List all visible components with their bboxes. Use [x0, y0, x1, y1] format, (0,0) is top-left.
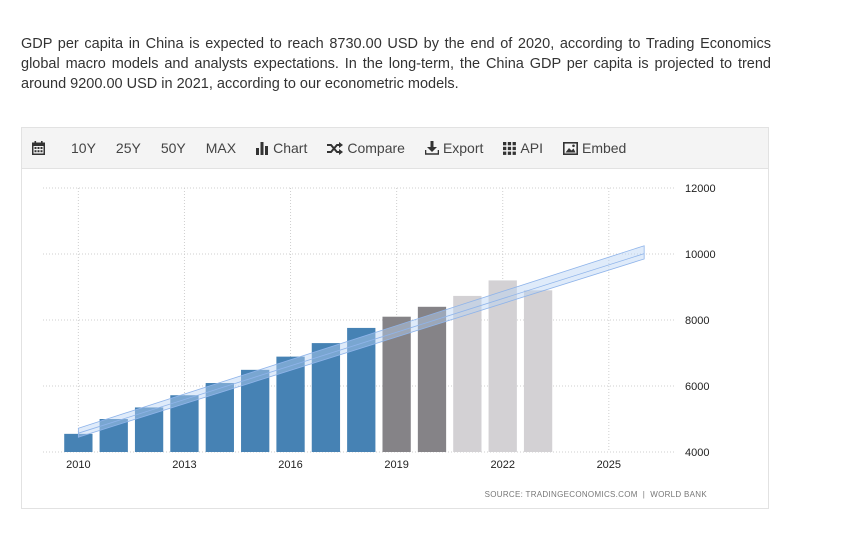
x-tick-label: 2022 — [490, 459, 514, 471]
x-axis: 2010 2013 2016 2019 2022 2025 — [66, 459, 621, 471]
export-label: Export — [442, 140, 484, 156]
range-10y-label: 10Y — [71, 140, 96, 156]
y-tick-label: 4000 — [685, 447, 709, 459]
compare-button[interactable]: Compare — [317, 128, 415, 169]
bar-2016 — [276, 356, 305, 452]
y-axis: 4000 6000 8000 10000 12000 — [685, 183, 716, 459]
chart-type-button[interactable]: Chart — [246, 128, 317, 169]
bar-2014 — [205, 383, 234, 452]
image-icon — [562, 141, 578, 155]
y-tick-label: 6000 — [685, 381, 709, 393]
y-tick-label: 10000 — [685, 249, 716, 261]
bar-2020 — [417, 306, 447, 452]
y-tick-label: 8000 — [685, 315, 709, 327]
api-label: API — [520, 140, 543, 156]
source-label: SOURCE: TRADINGECONOMICS.COM | WORLD BAN… — [485, 490, 708, 499]
calendar-icon — [32, 141, 45, 155]
bar-2018 — [347, 327, 376, 452]
download-icon — [424, 141, 439, 155]
range-25y-button[interactable]: 25Y — [106, 128, 151, 169]
range-50y-button[interactable]: 50Y — [151, 128, 196, 169]
x-tick-label: 2016 — [278, 459, 302, 471]
export-button[interactable]: Export — [415, 128, 493, 169]
bar-2010 — [64, 433, 93, 452]
bars-layer — [64, 280, 553, 452]
shuffle-icon — [327, 141, 344, 155]
bar-2021 — [453, 295, 482, 452]
range-max-label: MAX — [205, 140, 237, 156]
x-tick-label: 2013 — [172, 459, 196, 471]
grid-icon — [503, 141, 517, 155]
embed-label: Embed — [581, 140, 627, 156]
compare-label: Compare — [347, 140, 405, 156]
trend-line — [78, 253, 645, 434]
bar-2023 — [523, 290, 553, 452]
bar-chart-icon — [256, 141, 269, 155]
bar-2019 — [382, 316, 411, 452]
description-text: GDP per capita in China is expected to r… — [21, 36, 771, 92]
bar-2011 — [99, 419, 128, 452]
bar-2022 — [488, 280, 517, 452]
x-tick-label: 2019 — [384, 459, 408, 471]
range-max-button[interactable]: MAX — [196, 128, 246, 169]
bar-2013 — [170, 395, 199, 452]
chart-type-label: Chart — [273, 140, 308, 156]
bar-2017 — [311, 343, 341, 452]
trend-band-layer — [77, 245, 645, 438]
range-10y-button[interactable]: 10Y — [61, 128, 106, 169]
y-tick-label: 12000 — [685, 183, 716, 195]
range-50y-label: 50Y — [160, 140, 186, 156]
trend-band — [77, 245, 645, 438]
chart-toolbar: 10Y 25Y 50Y MAX Chart Compare Export — [22, 128, 768, 169]
embed-button[interactable]: Embed — [553, 128, 636, 169]
api-button[interactable]: API — [493, 128, 553, 169]
range-25y-label: 25Y — [115, 140, 141, 156]
x-tick-label: 2025 — [597, 459, 621, 471]
calendar-button[interactable] — [22, 128, 61, 169]
x-tick-label: 2010 — [66, 459, 90, 471]
bar-2015 — [241, 369, 270, 452]
